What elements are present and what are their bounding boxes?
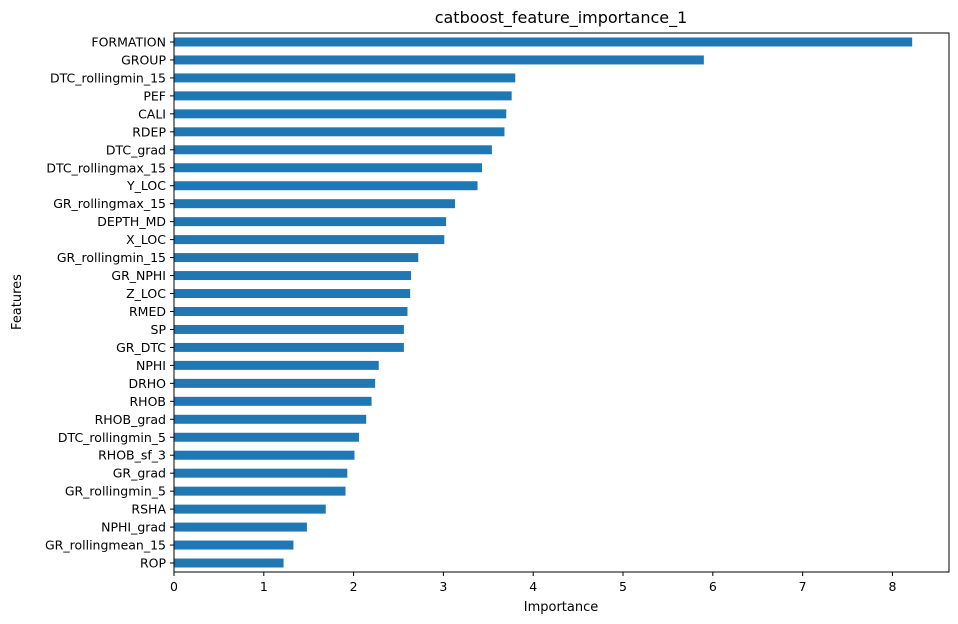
y-tick-label: DTC_rollingmax_15 bbox=[46, 160, 166, 175]
bar bbox=[174, 145, 492, 155]
x-tick-label: 7 bbox=[799, 579, 807, 594]
bars-group bbox=[174, 37, 913, 568]
y-tick-label: RHOB_sf_3 bbox=[98, 448, 166, 463]
y-tick-label: DEPTH_MD bbox=[97, 214, 166, 229]
x-tick-label: 5 bbox=[619, 579, 627, 594]
bar bbox=[174, 432, 359, 442]
bar bbox=[174, 91, 512, 101]
bar bbox=[174, 450, 355, 460]
bar bbox=[174, 396, 372, 406]
bar bbox=[174, 504, 326, 514]
chart-title: catboost_feature_importance_1 bbox=[435, 8, 688, 28]
y-tick-label: RDEP bbox=[132, 124, 166, 139]
y-tick-label: RHOB_grad bbox=[95, 412, 166, 427]
bar bbox=[174, 324, 404, 334]
y-tick-label: DTC_rollingmin_5 bbox=[58, 430, 166, 445]
bar bbox=[174, 486, 346, 496]
x-axis-label: Importance bbox=[524, 600, 599, 615]
bar bbox=[174, 540, 294, 550]
bar bbox=[174, 558, 284, 568]
bar bbox=[174, 360, 379, 370]
y-tick-label: Z_LOC bbox=[126, 286, 166, 301]
x-tick-label: 3 bbox=[439, 579, 447, 594]
x-tick-label: 0 bbox=[170, 579, 178, 594]
bar bbox=[174, 217, 447, 227]
bar bbox=[174, 37, 913, 47]
y-tick-label: RHOB bbox=[130, 394, 167, 409]
y-tick-label: GR_rollingmax_15 bbox=[53, 196, 166, 211]
bar bbox=[174, 181, 478, 191]
y-tick-label: GR_rollingmin_5 bbox=[65, 484, 166, 499]
y-tick-label: RMED bbox=[129, 304, 166, 319]
bar bbox=[174, 199, 456, 209]
bar bbox=[174, 378, 376, 388]
y-tick-label: RSHA bbox=[131, 502, 166, 517]
x-tick-label: 6 bbox=[709, 579, 717, 594]
x-tick-group: 0 1 2 3 4 5 6 7 8 bbox=[170, 572, 896, 594]
bar bbox=[174, 163, 483, 173]
bar bbox=[174, 127, 505, 137]
y-tick-label: CALI bbox=[138, 106, 166, 121]
bar bbox=[174, 271, 412, 281]
y-tick-label: FORMATION bbox=[91, 34, 166, 49]
y-tick-label: GR_rollingmean_15 bbox=[45, 538, 166, 553]
x-tick-label: 1 bbox=[260, 579, 268, 594]
bar bbox=[174, 55, 704, 65]
y-axis-label: Features bbox=[10, 274, 25, 330]
y-tick-label: GR_DTC bbox=[116, 340, 166, 355]
bar bbox=[174, 109, 507, 119]
y-tick-label: ROP bbox=[140, 556, 167, 571]
bar bbox=[174, 306, 408, 316]
bar bbox=[174, 414, 367, 424]
bar bbox=[174, 73, 516, 83]
bar bbox=[174, 522, 307, 532]
bar bbox=[174, 468, 348, 478]
bar bbox=[174, 253, 419, 263]
y-tick-label: DRHO bbox=[128, 376, 166, 391]
y-tick-label: SP bbox=[151, 322, 167, 337]
plot-frame bbox=[173, 32, 950, 573]
y-tick-label: GR_rollingmin_15 bbox=[57, 250, 166, 265]
y-tick-label: GROUP bbox=[121, 52, 166, 67]
y-tick-label: NPHI_grad bbox=[101, 520, 166, 535]
y-tick-label: DTC_grad bbox=[106, 142, 166, 157]
y-tick-label: NPHI bbox=[136, 358, 166, 373]
y-tick-label: PEF bbox=[143, 88, 166, 103]
y-tick-label: GR_NPHI bbox=[111, 268, 166, 283]
y-tick-label: Y_LOC bbox=[126, 178, 166, 193]
y-tick-group: FORMATION GROUP DTC_rollingmin_15 PEF CALI RD… bbox=[45, 34, 174, 571]
bar bbox=[174, 235, 445, 245]
y-tick-label: X_LOC bbox=[126, 232, 166, 247]
x-tick-label: 4 bbox=[529, 579, 537, 594]
x-tick-label: 2 bbox=[350, 579, 358, 594]
bar bbox=[174, 289, 411, 299]
y-tick-label: DTC_rollingmin_15 bbox=[50, 70, 166, 85]
bar bbox=[174, 342, 404, 352]
x-tick-label: 8 bbox=[888, 579, 896, 594]
y-tick-label: GR_grad bbox=[113, 466, 166, 481]
